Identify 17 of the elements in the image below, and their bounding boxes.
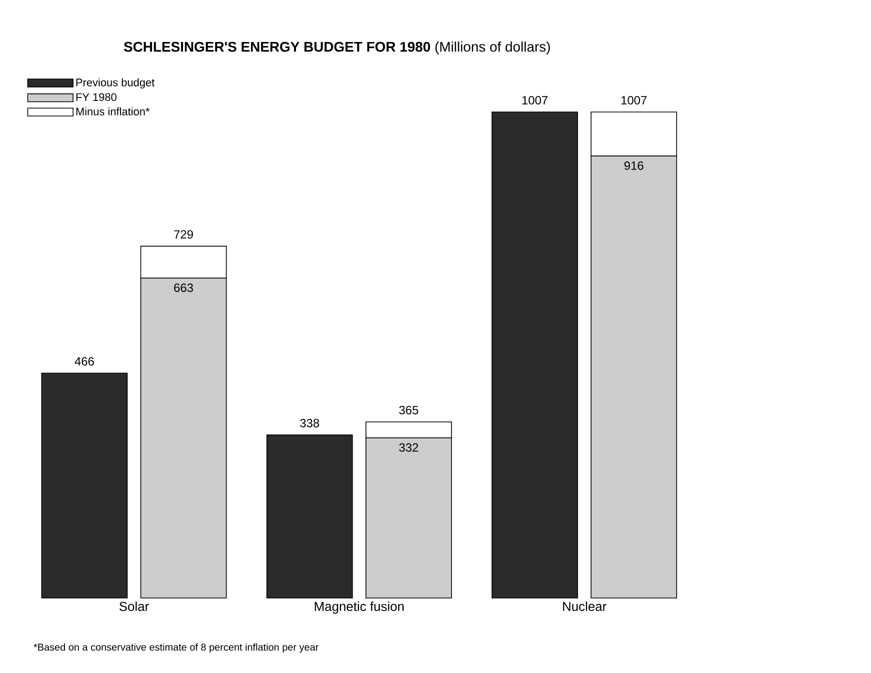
legend-label: Previous budget: [76, 78, 155, 88]
data-label: 663: [174, 284, 193, 292]
total-label: 365: [399, 406, 418, 414]
x-tick-label: Solar: [119, 602, 149, 612]
data-label: 1007: [522, 96, 548, 104]
total-label: 729: [174, 230, 193, 239]
x-tick-label: Magnetic fusion: [314, 602, 404, 614]
data-label: 916: [624, 161, 644, 170]
data-label: 338: [300, 418, 320, 428]
legend-label: Minus inflation*: [76, 107, 150, 116]
data-label: 466: [74, 357, 94, 366]
legend-label: FY 1980: [76, 93, 116, 101]
x-tick-label: Nuclear: [563, 602, 606, 612]
total-label: 1007: [621, 96, 647, 104]
chart-title: SCHLESINGER'S ENERGY BUDGET FOR 1980 (Millions of dollars): [124, 41, 550, 54]
data-label: 332: [399, 443, 418, 452]
text: *Based on a conservative estimate of 8 percent inflation per year: [34, 643, 319, 653]
